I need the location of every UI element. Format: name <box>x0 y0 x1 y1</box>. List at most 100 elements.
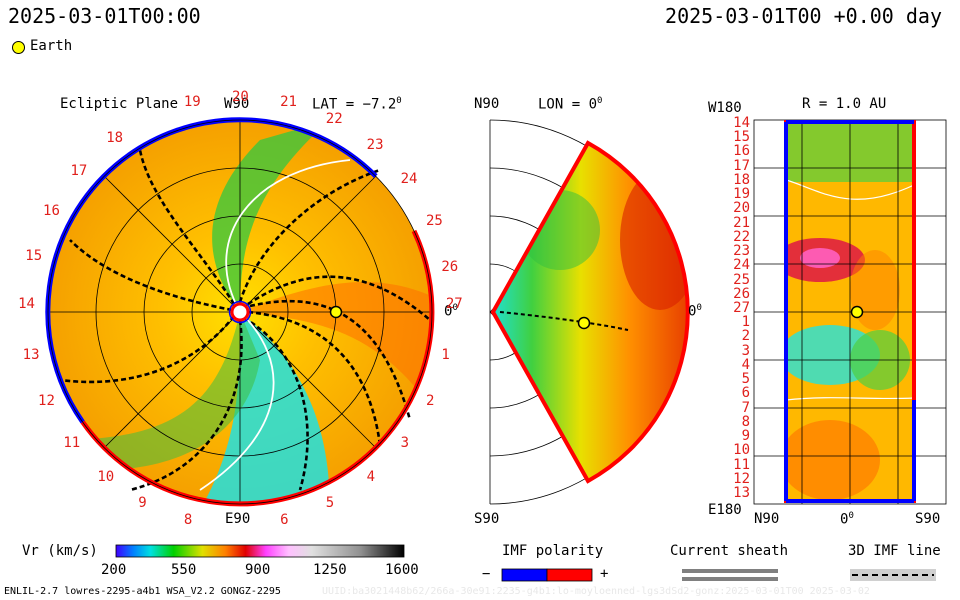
ecliptic-ring-label: 14 <box>18 295 35 312</box>
radial-row-label: 21 <box>733 214 750 231</box>
ecliptic-top-label: W90 <box>224 96 250 112</box>
radial-row-label: 11 <box>733 456 750 473</box>
radial-row-label: 15 <box>733 129 750 146</box>
radial-row-label: 20 <box>733 200 750 217</box>
radial-row-label: 5 <box>741 371 750 388</box>
radial-x-label-0: 00 <box>840 511 854 528</box>
ecliptic-lat-label: LAT = −7.20 <box>312 96 402 113</box>
radial-row-label: 6 <box>741 385 750 402</box>
ecliptic-ring-label: 27 <box>445 295 463 312</box>
meridional-lon-label: LON = 00 <box>538 96 603 113</box>
radial-row-label: 1 <box>741 314 750 331</box>
imf-polarity-title: IMF polarity <box>502 543 604 559</box>
radial-row-label: 12 <box>733 470 750 487</box>
vr-colorbar <box>115 544 405 558</box>
ecliptic-ring-label: 21 <box>280 94 297 111</box>
colorbar-tick-200: 200 <box>101 562 127 578</box>
colorbar-label: Vr (km/s) <box>22 543 98 559</box>
ecliptic-ring-label: 9 <box>138 495 147 512</box>
ecliptic-ring-label: 11 <box>63 434 81 451</box>
footer-run-info: ENLIL-2.7 lowres-2295-a4b1 WSA_V2.2 GONG… <box>4 586 281 597</box>
radial-row-label: 9 <box>741 428 750 445</box>
ecliptic-ring-label: 18 <box>106 129 124 146</box>
meridional-bottom-label: S90 <box>474 511 500 527</box>
meridional-imf-line <box>499 311 629 331</box>
ecliptic-ring-label: 1 <box>441 347 450 364</box>
ecliptic-ring-label: 4 <box>366 469 376 486</box>
radial-row-label: 18 <box>733 171 750 188</box>
ecliptic-ring-label: 24 <box>400 171 418 188</box>
radial-row-label: 13 <box>733 485 750 501</box>
ecliptic-ring-label: 22 <box>325 110 343 127</box>
footer-uuid: UUID:ba3021448b62/266a-30e91:2235-g4b1:l… <box>322 586 870 597</box>
ecliptic-ring-label: 26 <box>441 258 459 275</box>
radial-row-label: 22 <box>733 228 750 245</box>
earth-legend-label: Earth <box>30 38 73 54</box>
meridional-top-label: N90 <box>474 96 500 112</box>
radial-bottom-left-label: E180 <box>708 502 742 518</box>
earth-marker-icon <box>12 41 25 54</box>
ecliptic-ring-label: 16 <box>43 202 60 219</box>
current-sheath-title: Current sheath <box>670 543 789 559</box>
radial-top-left-label: W180 <box>708 100 742 116</box>
imf-line-title: 3D IMF line <box>848 543 941 559</box>
radial-row-label: 16 <box>733 143 750 160</box>
radial-row-label: 26 <box>733 285 750 302</box>
ecliptic-ring-label: 5 <box>325 495 335 512</box>
radial-row-label: 23 <box>733 243 750 260</box>
radial-row-label: 8 <box>741 413 750 430</box>
ecliptic-imf-lines <box>59 149 431 492</box>
radial-row-label: 7 <box>741 399 750 416</box>
radial-row-label: 10 <box>733 442 750 459</box>
earth-ecliptic-icon <box>329 305 343 319</box>
ecliptic-ring-label: 17 <box>70 162 88 179</box>
radial-row-label: 24 <box>733 257 750 274</box>
ecliptic-ring-label: 10 <box>97 469 115 486</box>
meridional-right-label: 00 <box>688 303 702 320</box>
ecliptic-current-sheath <box>199 159 351 491</box>
ecliptic-ring-label: 6 <box>280 511 289 528</box>
colorbar-tick-550: 550 <box>171 562 197 578</box>
radial-row-label: 27 <box>733 300 750 316</box>
ecliptic-bottom-label: E90 <box>225 511 251 527</box>
ecliptic-ring-label: 2 <box>425 393 435 410</box>
radial-grid <box>753 119 947 505</box>
ecliptic-ring-label: 8 <box>183 511 193 528</box>
ecliptic-ring-label: 15 <box>25 247 43 264</box>
radial-title: R = 1.0 AU <box>802 96 887 112</box>
radial-x-label-s90: S90 <box>915 511 941 527</box>
radial-row-label: 25 <box>733 271 750 288</box>
ecliptic-ring-label: 13 <box>22 347 40 364</box>
colorbar-tick-900: 900 <box>245 562 271 578</box>
radial-x-label-n90: N90 <box>754 511 780 527</box>
ecliptic-ring-label: 19 <box>183 94 201 111</box>
ecliptic-ring-label: 25 <box>425 212 443 229</box>
meridional-rim <box>490 140 690 484</box>
left-timestamp: 2025-03-01T00:00 <box>8 4 201 28</box>
ecliptic-right-label: 00 <box>444 303 458 320</box>
radial-row-label: 14 <box>733 115 750 131</box>
ecliptic-ring-label: 20 <box>232 89 249 105</box>
ecliptic-ring-label: 23 <box>366 136 384 153</box>
polarity-positive-swatch <box>546 568 593 582</box>
ecliptic-ring-label: 3 <box>400 434 410 451</box>
current-sheath-swatch <box>682 569 778 573</box>
radial-row-label: 2 <box>741 328 750 345</box>
polarity-plus-label: + <box>600 566 609 582</box>
sun-icon <box>230 302 250 322</box>
polarity-negative-swatch <box>501 568 548 582</box>
polarity-minus-label: − <box>482 566 491 582</box>
colorbar-tick-1600: 1600 <box>385 562 419 578</box>
ecliptic-title: Ecliptic Plane <box>60 96 179 112</box>
earth-meridional-icon <box>577 316 591 330</box>
meridional-wedge <box>493 143 688 481</box>
right-timestamp: 2025-03-01T00 +0.00 day <box>665 4 942 28</box>
radial-row-label: 19 <box>733 186 750 203</box>
radial-row-label: 17 <box>733 157 750 174</box>
radial-row-label: 4 <box>741 356 750 373</box>
ecliptic-ring-label: 12 <box>38 393 55 410</box>
earth-radial-icon <box>850 305 864 319</box>
radial-row-label: 3 <box>741 342 750 359</box>
colorbar-tick-1250: 1250 <box>313 562 347 578</box>
